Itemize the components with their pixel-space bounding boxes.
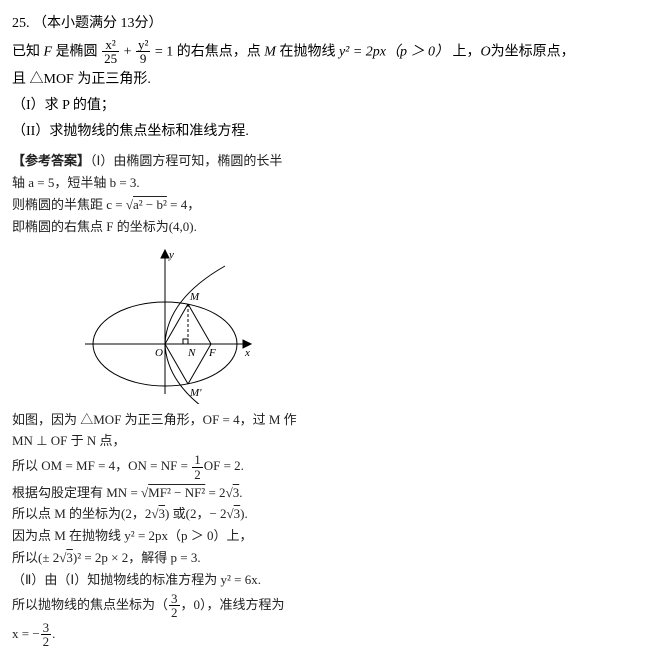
answer-line-4: 即椭圆的右焦点 F 的坐标为(4,0). [12, 217, 317, 238]
answer-header: 【参考答案】 [12, 153, 90, 168]
denominator: 9 [136, 52, 150, 66]
figure-container: y x O N F M M' [12, 244, 317, 404]
right-angle-icon [183, 339, 188, 344]
frac-focus: 32 [169, 592, 180, 620]
answer-line-10: 所以(± 2√3)² = 2p × 2，解得 p = 3. [12, 548, 317, 569]
text: 所以 OM = MF = 4，ON = NF = [12, 458, 191, 473]
label-F: F [208, 347, 216, 359]
text: 所以抛物线的焦点坐标为（ [12, 597, 168, 612]
label-y: y [168, 249, 174, 261]
frac-directrix: 32 [41, 621, 52, 649]
answer-line-8: 所以点 M 的坐标为(2，2√3) 或(2，− 2√3). [12, 504, 317, 525]
plus: + [120, 44, 135, 59]
denominator: 2 [169, 606, 180, 620]
problem-line-2: 且 △MOF 为正三角形. [12, 68, 647, 92]
answer-line-5a: 如图，因为 △MOF 为正三角形，OF = 4，过 M 作 [12, 410, 317, 431]
answer-line-9: 因为点 M 在抛物线 y² = 2px（p ＞ 0）上， [12, 526, 317, 547]
y-arrow-icon [161, 250, 169, 258]
sqrt-expr: a² − b² [133, 197, 167, 212]
ellipse-frac-1: x²25 [102, 38, 119, 66]
numerator: 3 [41, 621, 52, 636]
text: ). [240, 506, 248, 521]
question-2: （II）求抛物线的焦点坐标和准线方程. [12, 120, 647, 144]
label-M2: M' [189, 387, 202, 399]
denominator: 2 [192, 468, 203, 482]
text: ，0），准线方程为 [181, 597, 285, 612]
text: （Ⅰ）由椭圆方程可知，椭圆的长半 [90, 153, 282, 168]
equals-one: = 1 [151, 44, 173, 59]
text: . [52, 626, 55, 641]
text: 所以(± 2 [12, 550, 59, 565]
parabola-curve [165, 266, 225, 404]
var-M: M [264, 44, 276, 59]
numerator: 3 [169, 592, 180, 607]
answer-line-2: 轴 a = 5，短半轴 b = 3. [12, 173, 317, 194]
answer-line-11: 所以抛物线的焦点坐标为（32，0），准线方程为 [12, 592, 317, 620]
numerator: 1 [192, 453, 203, 468]
var-F: F [44, 44, 53, 59]
text: = 4， [167, 197, 200, 212]
answer-line-1: 【参考答案】（Ⅰ）由椭圆方程可知，椭圆的长半 [12, 151, 317, 172]
var-O: O [481, 44, 491, 59]
text: 在抛物线 [276, 44, 339, 59]
numerator: x² [102, 38, 119, 53]
problem-number: 25. [12, 16, 30, 31]
question-1: （I）求 P 的值； [12, 94, 647, 118]
parabola-eq: y² = 2px（p ＞ 0） [339, 44, 449, 59]
denominator: 2 [41, 635, 52, 649]
text: 且 [12, 72, 30, 87]
text: OF = 2. [204, 458, 244, 473]
answer-line-12: x = −32. [12, 621, 317, 649]
answer-block: 【参考答案】（Ⅰ）由椭圆方程可知，椭圆的长半 轴 a = 5，短半轴 b = 3… [12, 151, 317, 649]
answer-part2: （Ⅱ）由（Ⅰ）知抛物线的标准方程为 y² = 6x. [12, 570, 317, 591]
text: 则椭圆的半焦距 c = [12, 197, 126, 212]
label-O: O [155, 347, 163, 359]
text: 上， [449, 44, 481, 59]
label-x: x [244, 347, 250, 359]
answer-line-5b: MN ⊥ OF 于 N 点， [12, 431, 317, 452]
text: 所以点 M 的坐标为(2，2 [12, 506, 151, 521]
label-N: N [187, 347, 196, 359]
text: )² = 2p × 2，解得 p = 3. [73, 550, 201, 565]
text: = 2 [205, 485, 225, 500]
problem-number-line: 25. （本小题满分 13分） [12, 12, 647, 36]
answer-line-3: 则椭圆的半焦距 c = √a² − b² = 4， [12, 195, 317, 216]
problem-line-1: 已知 F 是椭圆 x²25 + y²9 = 1 的右焦点，点 M 在抛物线 y²… [12, 38, 647, 66]
numerator: y² [136, 38, 150, 53]
text: 的右焦点，点 [173, 44, 264, 59]
answer-line-7: 根据勾股定理有 MN = √MF² − NF² = 2√3. [12, 483, 317, 504]
text: . [239, 485, 242, 500]
answer-line-6: 所以 OM = MF = 4，ON = NF = 12OF = 2. [12, 453, 317, 481]
problem-block: 25. （本小题满分 13分） 已知 F 是椭圆 x²25 + y²9 = 1 … [12, 12, 647, 143]
text: 根据勾股定理有 MN = [12, 485, 141, 500]
text: ) 或(2，− 2 [165, 506, 227, 521]
text: x = − [12, 626, 40, 641]
denominator: 25 [102, 52, 119, 66]
frac-half: 12 [192, 453, 203, 481]
label-M: M [189, 291, 200, 303]
text: 已知 [12, 44, 44, 59]
text: 是椭圆 [52, 44, 98, 59]
diagram-svg: y x O N F M M' [75, 244, 255, 404]
sqrt-expr: MF² − NF² [148, 485, 205, 500]
text: 为正三角形. [77, 72, 151, 87]
points-text: （本小题满分 13分） [33, 16, 163, 31]
ellipse-frac-2: y²9 [136, 38, 150, 66]
text: 为坐标原点， [491, 44, 575, 59]
triangle-text: △MOF [30, 72, 78, 87]
